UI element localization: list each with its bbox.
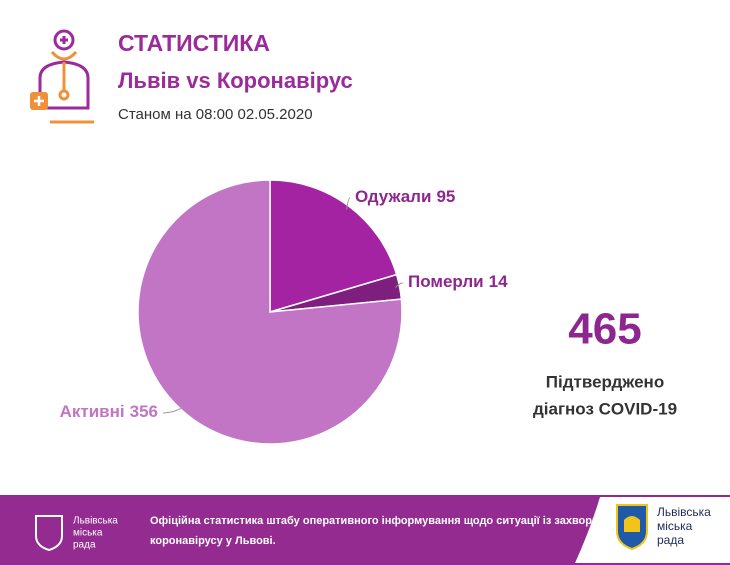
slice-label: Активні 356 bbox=[60, 402, 158, 421]
slice-value: 14 bbox=[489, 272, 508, 291]
slice-name: Померли bbox=[408, 272, 484, 291]
logo-text: Львівська bbox=[73, 516, 118, 527]
subtitle: Львів vs Коронавірус bbox=[118, 68, 353, 93]
total-caption: Підтверджено bbox=[546, 372, 664, 391]
total-caption: діагноз COVID-19 bbox=[533, 399, 677, 418]
pie-chart: Одужали 95 Померли 14 Активні 356 bbox=[60, 179, 508, 445]
emblem-lion bbox=[624, 516, 640, 532]
doctor-icon bbox=[30, 29, 94, 124]
leader-line bbox=[395, 282, 404, 288]
pie-slice bbox=[269, 179, 398, 314]
logo-text: рада bbox=[657, 533, 684, 547]
logo-text: міська bbox=[73, 528, 103, 539]
footer-text: коронавірусу у Львові. bbox=[150, 535, 276, 547]
leader-line bbox=[346, 197, 351, 210]
pie-slice bbox=[137, 179, 403, 445]
slice-value: 95 bbox=[436, 187, 455, 206]
city-emblem bbox=[35, 515, 63, 552]
logo-text: Львівська bbox=[657, 505, 711, 519]
logo-text: міська bbox=[657, 519, 693, 533]
slice-name: Одужали bbox=[355, 187, 431, 206]
logo-panel bbox=[575, 497, 730, 563]
title: СТАТИСТИКА bbox=[118, 30, 270, 56]
slice-label: Одужали 95 bbox=[355, 187, 455, 206]
slice-value: 356 bbox=[130, 402, 158, 421]
logo-text: рада bbox=[73, 540, 96, 551]
footer-text: Офіційна статистика штабу оперативного і… bbox=[150, 515, 642, 527]
slice-name: Активні bbox=[60, 402, 125, 421]
total-value: 465 bbox=[568, 305, 641, 354]
date: Станом на 08:00 02.05.2020 bbox=[118, 106, 313, 123]
slice-label: Померли 14 bbox=[408, 272, 508, 291]
leader-line bbox=[162, 406, 185, 414]
